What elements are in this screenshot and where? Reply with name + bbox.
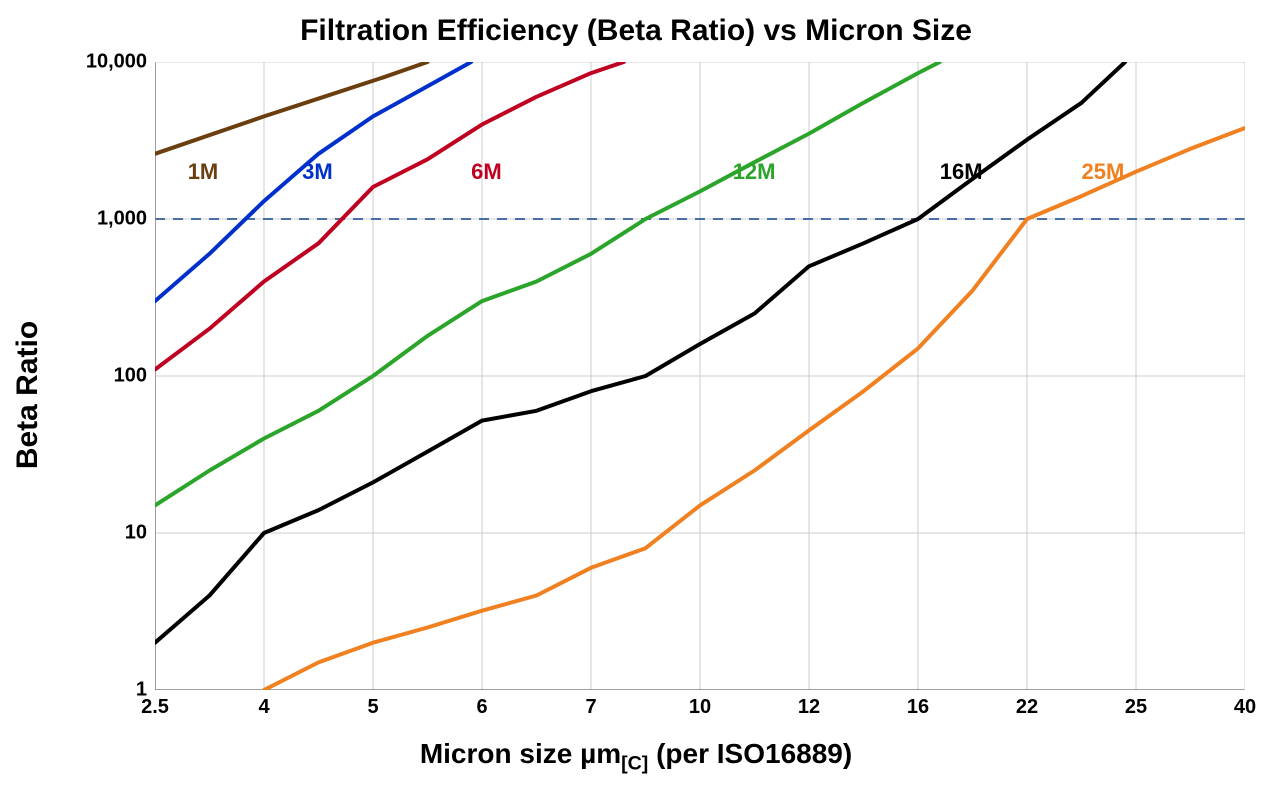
y-axis-label: Beta Ratio <box>11 321 45 469</box>
series-label-3m: 3M <box>302 159 333 185</box>
x-axis-label: Micron size µm[C] (per ISO16889) <box>0 738 1272 776</box>
chart-title: Filtration Efficiency (Beta Ratio) vs Mi… <box>0 14 1272 48</box>
x-tick-label: 25 <box>1125 696 1147 719</box>
plot-area <box>155 62 1245 690</box>
series-label-12m: 12M <box>733 159 776 185</box>
x-tick-label: 4 <box>258 696 269 719</box>
x-tick-label: 40 <box>1234 696 1256 719</box>
x-axis-label-sub: [C] <box>621 753 648 775</box>
y-tick-label: 1 <box>136 679 147 702</box>
series-label-1m: 1M <box>188 159 219 185</box>
x-tick-label: 6 <box>476 696 487 719</box>
plot-svg <box>155 62 1245 690</box>
x-axis-label-main: Micron size µm <box>420 738 621 769</box>
y-tick-label: 1,000 <box>97 208 147 231</box>
series-label-25m: 25M <box>1082 159 1125 185</box>
series-line-16m <box>155 62 1125 643</box>
series-label-16m: 16M <box>940 159 983 185</box>
x-tick-label: 10 <box>689 696 711 719</box>
y-tick-label: 100 <box>114 365 147 388</box>
x-tick-label: 12 <box>798 696 820 719</box>
x-tick-label: 7 <box>585 696 596 719</box>
series-line-25m <box>264 128 1245 690</box>
series-line-12m <box>155 62 940 505</box>
y-tick-label: 10,000 <box>86 51 147 74</box>
x-axis-label-tail: (per ISO16889) <box>648 738 852 769</box>
x-tick-label: 16 <box>907 696 929 719</box>
x-tick-label: 5 <box>367 696 378 719</box>
series-label-6m: 6M <box>471 159 502 185</box>
y-tick-label: 10 <box>125 522 147 545</box>
x-tick-label: 22 <box>1016 696 1038 719</box>
chart-container: Filtration Efficiency (Beta Ratio) vs Mi… <box>0 0 1272 790</box>
